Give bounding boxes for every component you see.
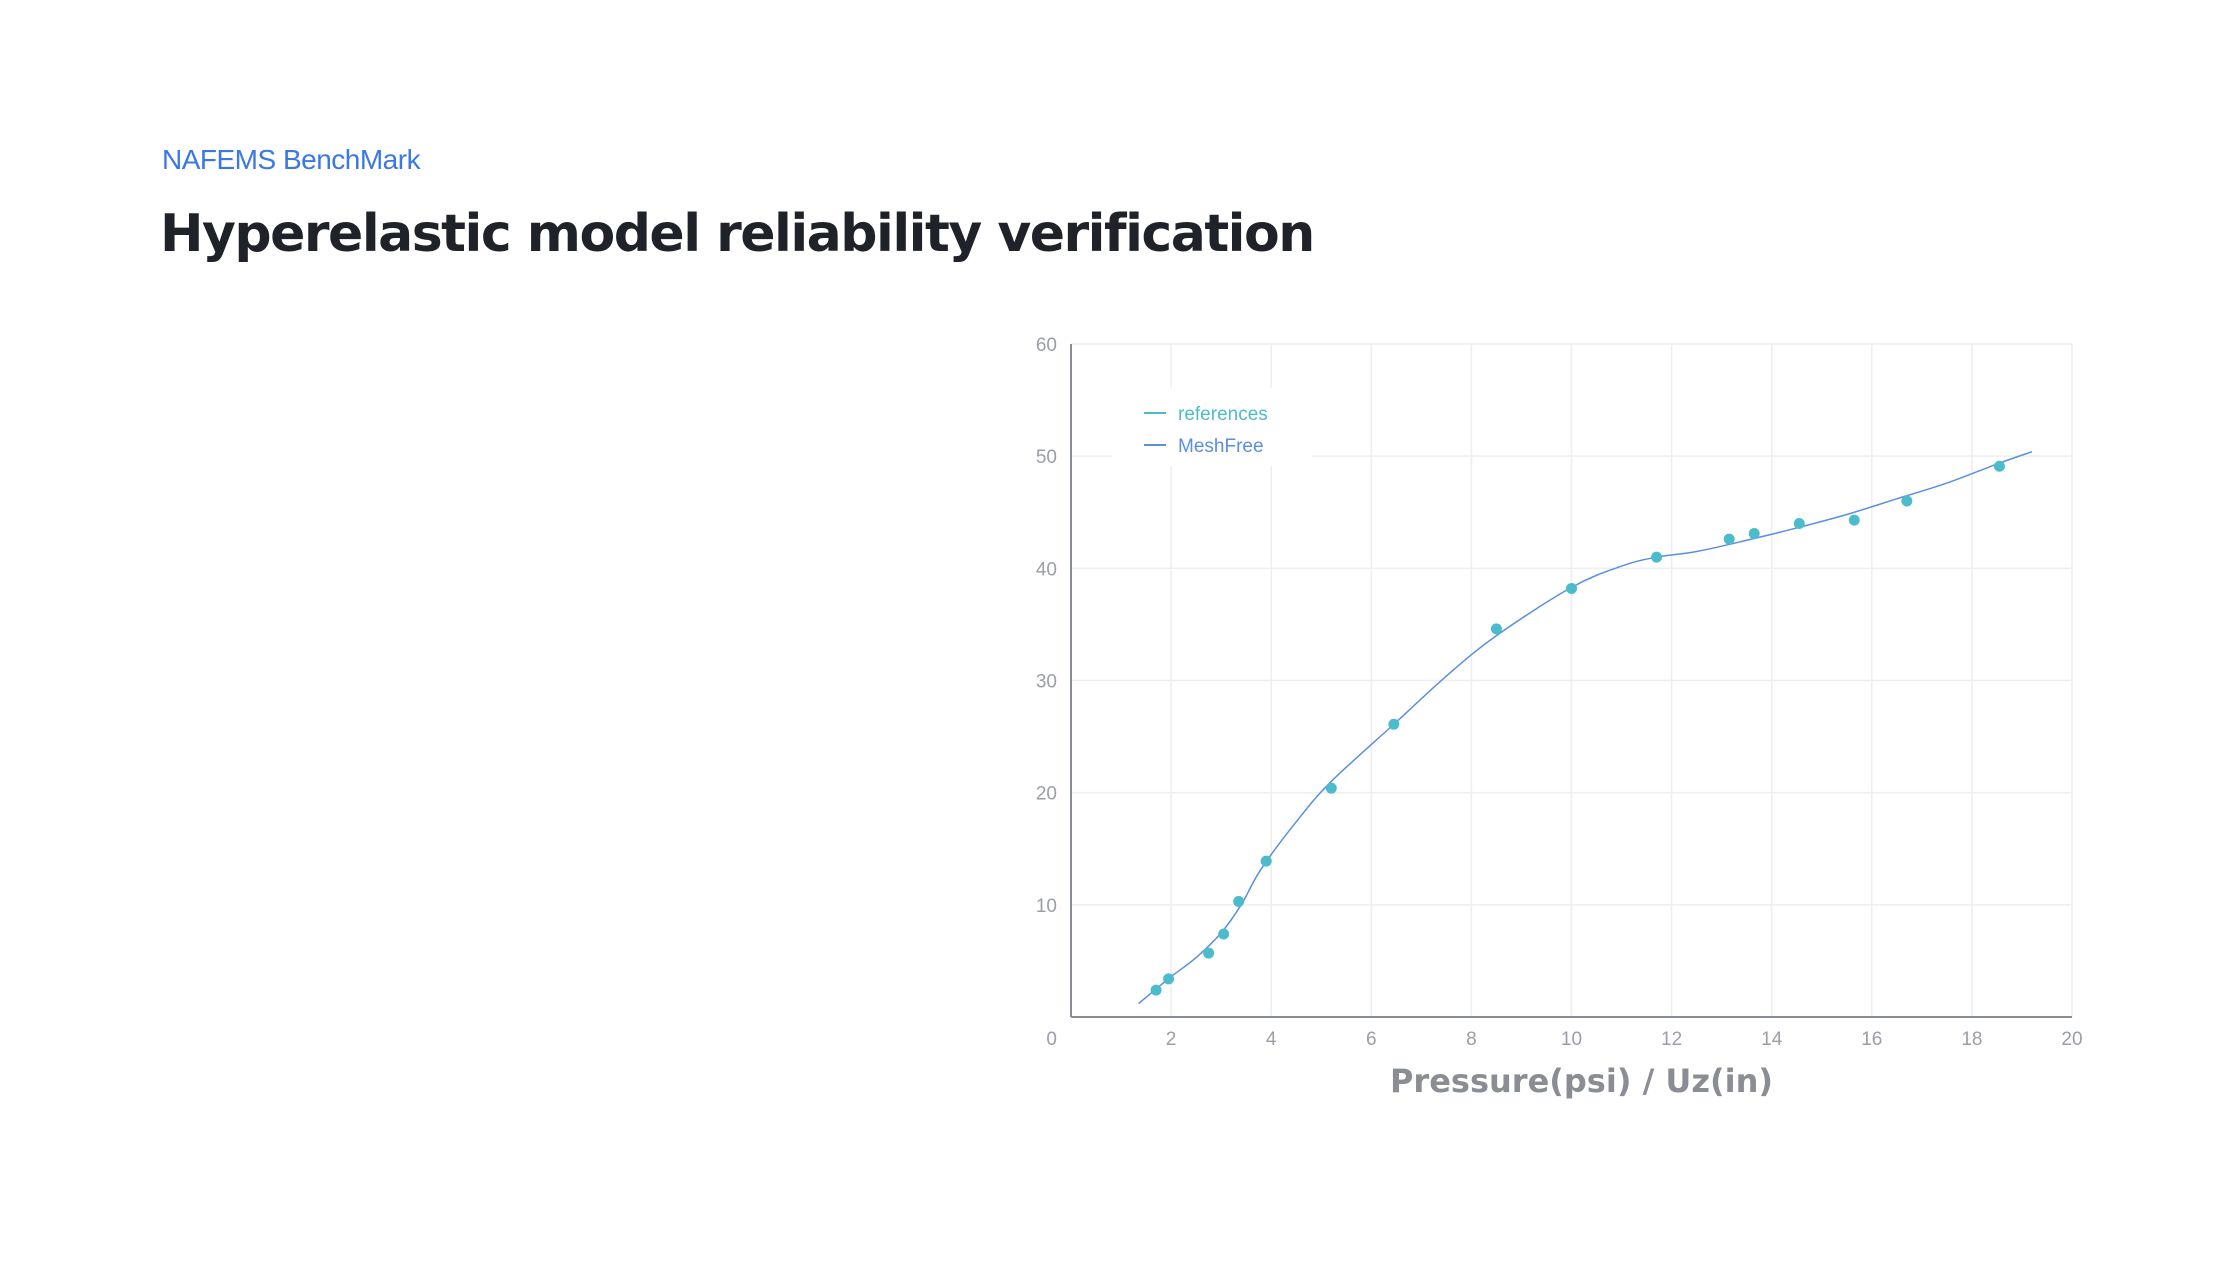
x-tick-label: 14 (1761, 1029, 1783, 1050)
y-tick-label: 20 (1036, 784, 1057, 805)
chart-axes: 2 4 6 8 10 12 14 16 18 20 10 20 30 40 50 60 0 (1036, 335, 2083, 1050)
references-data-point (1325, 782, 1337, 794)
page-title: Hyperelastic model reliability verificat… (160, 204, 1315, 264)
chart-legend: references MeshFree (1112, 388, 1312, 466)
references-data-point (1203, 947, 1215, 959)
references-data-point (1651, 551, 1663, 563)
x-tick-label: 16 (1861, 1029, 1882, 1050)
x-tick-label: 4 (1266, 1029, 1277, 1050)
references-data-point (1793, 517, 1805, 529)
references-data-point (1566, 583, 1577, 595)
meshfree-series-line (1138, 450, 2033, 1005)
x-tick-label: 10 (1561, 1029, 1582, 1050)
references-data-point (1218, 928, 1230, 940)
x-tick-label: 12 (1661, 1029, 1682, 1050)
references-data-point (1163, 973, 1175, 985)
references-data-point (1150, 984, 1162, 996)
x-tick-label: 18 (1961, 1029, 1982, 1050)
x-tick-label: 2 (1166, 1029, 1177, 1050)
x-tick-label: 20 (2061, 1029, 2082, 1050)
references-data-point (1848, 514, 1860, 526)
references-data-point (1490, 623, 1502, 635)
y-tick-label: 30 (1036, 672, 1057, 693)
x-tick-label: 6 (1366, 1029, 1377, 1050)
references-data-point (1993, 460, 2005, 472)
chart-grid (1071, 343, 2073, 1017)
chart-series (1138, 450, 2033, 1005)
benchmark-eyebrow: NAFEMS BenchMark (162, 144, 421, 175)
x-axis-title: Pressure(psi) / Uz(in) (1390, 1062, 1773, 1100)
references-data-point (1723, 533, 1735, 545)
x-tick-label: 8 (1466, 1029, 1477, 1050)
references-data-point (1388, 718, 1400, 730)
y-tick-label: 10 (1036, 896, 1057, 917)
references-data-point (1748, 528, 1760, 540)
y-tick-label: 60 (1036, 335, 1057, 356)
legend-label-references: references (1178, 404, 1268, 425)
references-data-point (1901, 495, 1913, 507)
legend-label-meshfree: MeshFree (1178, 436, 1264, 457)
legend-box (1112, 388, 1312, 466)
origin-tick-label: 0 (1046, 1029, 1057, 1050)
references-data-point (1260, 855, 1272, 867)
references-data-point (1233, 895, 1245, 907)
y-tick-label: 50 (1036, 447, 1057, 468)
y-tick-label: 40 (1036, 559, 1057, 580)
